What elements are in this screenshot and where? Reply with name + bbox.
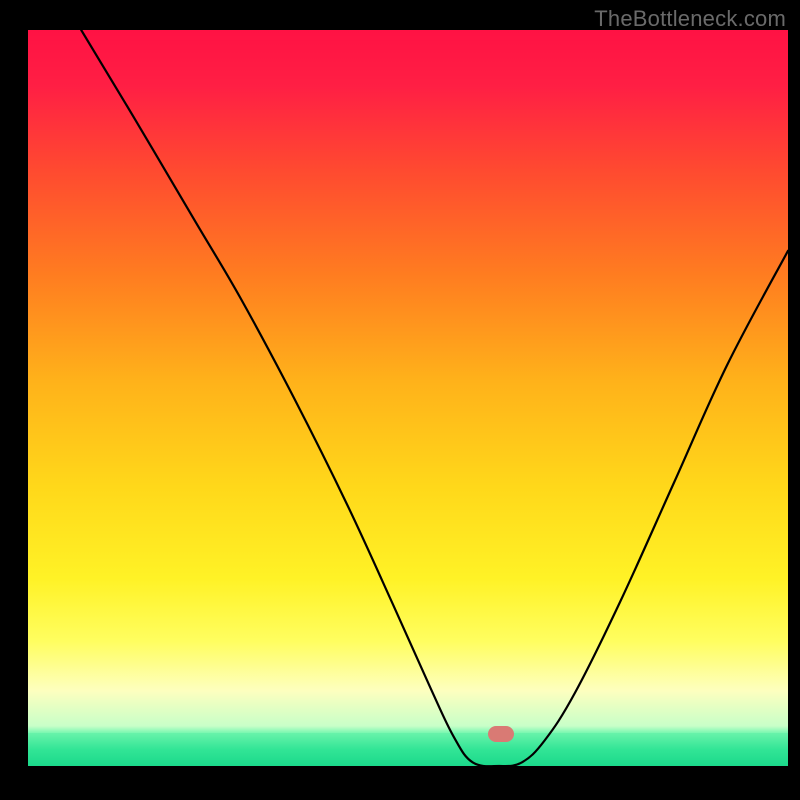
bottleneck-plot-area	[28, 30, 788, 766]
bottleneck-curve	[28, 30, 788, 766]
watermark-text: TheBottleneck.com	[594, 6, 786, 32]
